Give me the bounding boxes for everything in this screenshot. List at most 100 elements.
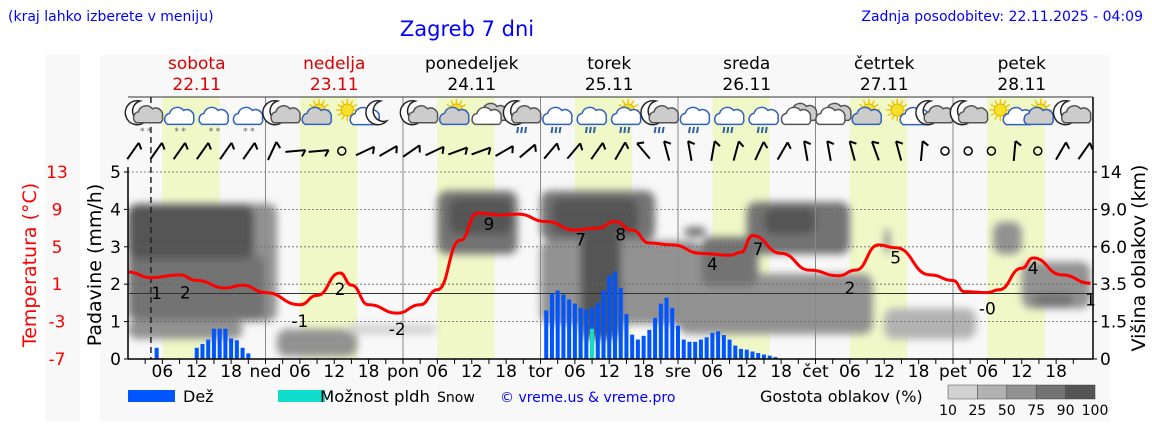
sun-ray [1043,100,1047,106]
rain-bar [761,354,766,359]
sun-ray [308,103,315,108]
rain-bar [756,353,761,359]
barb-feather [1089,142,1094,150]
copyright-link[interactable]: © vreme.us & vreme.pro [500,390,675,406]
barb-staff [754,141,765,161]
wind-barb-icon [826,140,835,162]
cloud-scale-label: 100 [1082,403,1109,419]
sun-ray [312,100,317,106]
wind-barb-icon [710,140,721,162]
cloud-snow-icon: * * [198,106,230,137]
cloud-icon [471,102,509,126]
sun-ray [341,100,345,106]
barb-feather [826,140,835,145]
barb-feather [786,141,792,150]
barb-staff [663,141,671,161]
cloud-shape [132,105,164,124]
day-date: 24.11 [447,75,496,95]
rain-bar [739,348,744,359]
cloud-shape [780,106,812,126]
moon-cloud-icon [1052,99,1092,126]
barb-feather [418,145,421,153]
x-hour-label: 18 [220,362,242,382]
cloud-area [683,226,707,237]
precip-axis-title: Padavine (mm/h) [84,184,106,347]
barb-feather [579,143,584,151]
snowflake: * [243,127,248,137]
rain-drop [623,126,627,134]
menu-hint-link[interactable]: (kraj lahko izberete v meniju) [8,9,214,25]
barb-staff [687,140,693,162]
rain-drop [726,126,730,134]
wind-barb-icon [402,144,421,158]
rain-drop [696,126,699,134]
cloud-scale-label: 50 [998,403,1016,419]
sun-ray [891,100,895,106]
sun-ray [1005,103,1011,108]
temp-tick-label: 9 [52,200,63,220]
rain-bar [234,340,239,359]
rain-bar [624,314,629,359]
cloud-height-tick-label: 3.5 [1100,275,1127,295]
barb-staff [126,142,140,160]
cloud-scale-swatch [977,384,1008,400]
cloud-scale-label: 75 [1027,403,1045,419]
rain-bar [200,344,205,359]
cloud-area [128,254,266,320]
barb-feather [636,141,645,145]
temperature-label: 4 [1028,259,1039,279]
x-hour-label: 06 [977,362,999,382]
day-name: sobota [168,54,226,74]
barb-staff [402,144,421,158]
rain-drop [764,126,768,134]
rain-bar [727,339,732,359]
x-day-label: čet [802,362,829,382]
x-hour-label: 18 [908,362,930,382]
rain-bar [733,345,738,359]
legend-rain-chance-swatch [278,390,325,402]
barb-staff [803,140,809,162]
cloud-height-tick-label: 1.5 [1100,313,1127,333]
wind-barb-icon [425,145,445,157]
barb-staff [495,145,514,157]
barb-staff [219,142,233,160]
barb-staff [471,146,491,156]
rain-bar [658,303,663,359]
barb-feather [253,142,259,150]
barb-staff [1055,141,1067,161]
barb-feather [601,142,607,150]
wind-barb-icon [219,142,236,160]
rain-bar [744,349,749,359]
sun-ray [622,100,626,106]
sun-ray [450,100,455,106]
cloud-height-tick-label: 9.0 [1100,200,1127,220]
rain-drop [588,126,592,134]
barb-feather [895,140,904,145]
temp-tick-label: 1 [52,275,63,295]
temperature-label: 5 [890,249,901,269]
x-hour-label: 18 [495,362,517,382]
rain-bar [630,334,635,359]
cloud-area [345,324,438,335]
x-hour-label: 12 [323,362,345,382]
barb-staff [379,145,398,157]
barb-staff [267,141,278,161]
rain-bar [572,303,577,359]
rain-bar [601,290,606,359]
x-day-label: tor [528,362,552,382]
wind-barb-icon [895,140,904,161]
sun-ray [1034,100,1039,106]
last-updated: Zadnja posodobitev: 22.11.2025 - 04:09 [861,9,1143,25]
rain-bar [607,275,612,359]
x-hour-label: 12 [598,362,620,382]
cloud-area [448,198,512,235]
wind-barb-icon [267,141,282,161]
barb-staff [566,142,581,160]
sun-ray [1045,103,1051,108]
snowflake: * [250,127,255,137]
sun-ray [630,100,635,106]
x-day-label: pon [387,362,419,382]
wind-barb-icon [285,149,307,157]
